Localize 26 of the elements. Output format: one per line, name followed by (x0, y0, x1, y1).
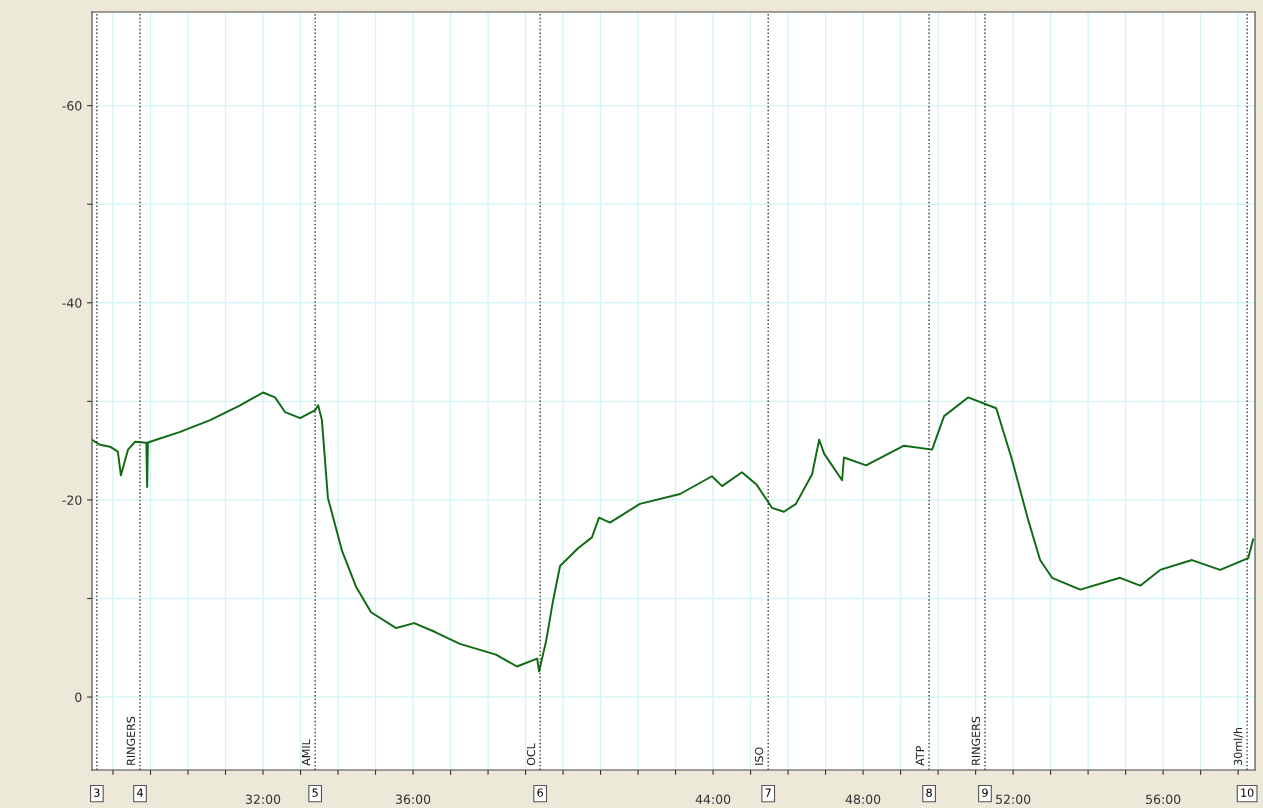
x-tick-label: 48:00 (845, 794, 881, 804)
ref-line-label: ISO (754, 747, 764, 765)
text: 8 (926, 788, 932, 797)
y-tick-label: -60 (62, 101, 82, 111)
ref-line-label: RINGERS (126, 716, 136, 765)
x-tick-label: 32:00 (245, 794, 281, 804)
x-tick-label: 44:00 (695, 794, 731, 804)
y-tick-label: -20 (62, 495, 82, 505)
text: 5 (312, 788, 318, 797)
x-tick-label: 56:00 (1146, 794, 1181, 804)
line-series (92, 391, 1255, 673)
ref-line-label: AMIL (301, 739, 311, 766)
ref-line-label: 30ml/h (1233, 727, 1244, 765)
text: 3 (94, 788, 100, 797)
y-tick-label: 0 (75, 692, 82, 702)
ref-line-label: RINGERS (971, 716, 981, 765)
text: 10 (1241, 788, 1254, 797)
text: 9 (982, 788, 988, 797)
ref-line-label: ATP (915, 745, 924, 766)
x-tick-label: 36:00 (395, 794, 431, 804)
text: 4 (137, 788, 143, 797)
text: 6 (537, 788, 544, 797)
y-tick-label: -40 (62, 298, 82, 308)
text: 7 (765, 788, 771, 797)
ref-line-label: OCL (526, 743, 536, 766)
x-tick-label: 52:00 (996, 794, 1031, 804)
